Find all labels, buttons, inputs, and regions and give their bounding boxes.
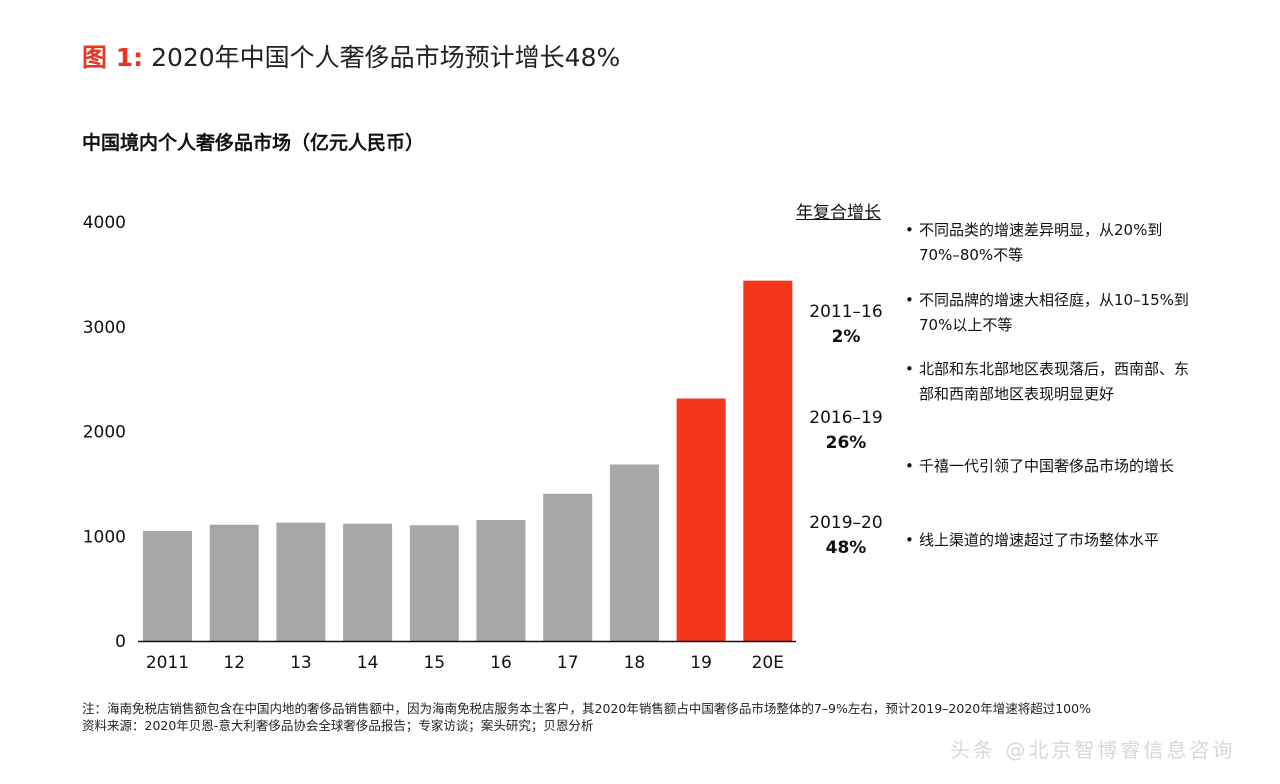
figure-label: 图 1: [82, 43, 144, 72]
bar [543, 493, 593, 641]
y-tick-label: 4000 [83, 213, 126, 233]
cagr-block-2019-20: 2019–20 48% [800, 511, 892, 561]
footnote-source: 资料来源：2020年贝恩-意大利奢侈品协会全球奢侈品报告；专家访谈；案头研究；贝… [82, 718, 594, 733]
cagr-period: 2011–16 [809, 302, 883, 322]
cagr-rate: 26% [825, 433, 867, 453]
cagr-heading: 年复合增长 [796, 203, 881, 223]
cagr-period: 2019–20 [809, 513, 883, 533]
y-tick-label: 0 [115, 632, 126, 652]
bar [209, 524, 259, 641]
note-text: 千禧一代引领了中国奢侈品市场的增长 [919, 457, 1175, 475]
note-item: • 千禧一代引领了中国奢侈品市场的增长 [905, 454, 1195, 479]
x-tick-label: 16 [490, 653, 512, 673]
cagr-period: 2016–19 [809, 408, 883, 428]
figure-title: 图 1: 2020年中国个人奢侈品市场预计增长48% [82, 38, 620, 74]
cagr-rate: 2% [831, 327, 861, 347]
bar [743, 280, 793, 641]
footnote-note: 注：海南免税店销售额包含在中国内地的奢侈品销售额中，因为海南免税店服务本土客户，… [82, 701, 1091, 716]
note-item: • 不同品牌的增速大相径庭，从10–15%到70%以上不等 [905, 288, 1195, 338]
note-text: 线上渠道的增速超过了市场整体水平 [919, 531, 1160, 549]
x-tick-label: 20E [752, 653, 784, 673]
watermark: 头条 @北京智博睿信息咨询 [950, 738, 1236, 762]
x-tick-label: 14 [357, 653, 379, 673]
cagr-rate: 48% [825, 538, 867, 558]
bullet-icon: • [905, 360, 914, 378]
bar-chart: 0 1000 2000 3000 4000 2011 12 13 14 15 16 17 18 19 20E [83, 213, 796, 673]
bar [343, 523, 393, 641]
bar [143, 531, 192, 641]
note-text: 不同品牌的增速大相径庭，从10–15%到70%以上不等 [919, 291, 1189, 334]
chart-title: 中国境内个人奢侈品市场（亿元人民币） [82, 132, 425, 154]
bullet-icon: • [905, 291, 914, 309]
figure-title-text: 2020年中国个人奢侈品市场预计增长48% [151, 43, 621, 72]
note-text: 北部和东北部地区表现落后，西南部、东部和西南部地区表现明显更好 [919, 360, 1190, 403]
bar [609, 464, 659, 641]
y-tick-label: 2000 [83, 423, 126, 443]
x-tick-label: 17 [557, 653, 579, 673]
x-tick-label: 19 [690, 653, 712, 673]
note-item: • 北部和东北部地区表现落后，西南部、东部和西南部地区表现明显更好 [905, 357, 1195, 407]
cagr-block-2011-16: 2011–16 2% [800, 300, 892, 350]
note-item: • 线上渠道的增速超过了市场整体水平 [905, 528, 1195, 553]
note-item: • 不同品类的增速差异明显，从20%到70%–80%不等 [905, 218, 1195, 268]
x-tick-label: 12 [223, 653, 245, 673]
y-tick-label: 3000 [83, 318, 126, 338]
x-tick-label: 15 [423, 653, 445, 673]
bar [276, 522, 326, 641]
bar [676, 398, 726, 641]
y-tick-label: 1000 [83, 527, 126, 547]
bar [476, 520, 526, 641]
x-tick-label: 18 [624, 653, 646, 673]
cagr-block-2016-19: 2016–19 26% [800, 406, 892, 456]
footnote: 注：海南免税店销售额包含在中国内地的奢侈品销售额中，因为海南免税店服务本土客户，… [82, 700, 1212, 734]
bullet-icon: • [905, 221, 914, 239]
bar [409, 525, 459, 641]
bullet-icon: • [905, 531, 914, 549]
bullet-icon: • [905, 457, 914, 475]
x-tick-label: 2011 [146, 653, 189, 673]
x-tick-label: 13 [290, 653, 312, 673]
note-text: 不同品类的增速差异明显，从20%到70%–80%不等 [919, 221, 1163, 264]
